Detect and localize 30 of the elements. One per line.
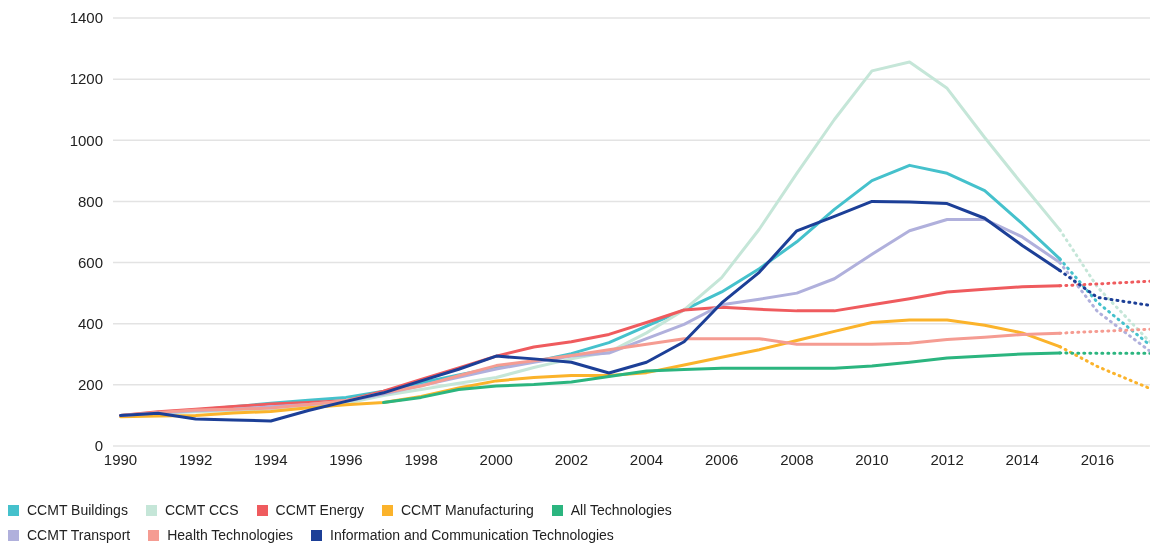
x-tick-label: 2008 [780, 450, 814, 468]
x-tick-label: 2004 [629, 450, 664, 468]
y-tick-label: 1400 [69, 9, 103, 27]
y-tick-label: 800 [77, 192, 103, 210]
legend-label: Information and Communication Technologies [330, 527, 614, 543]
x-tick-label: 2010 [855, 450, 889, 468]
y-tick-label: 1200 [69, 70, 103, 88]
x-tick-label: 1990 [103, 450, 138, 468]
x-tick-label: 1998 [404, 450, 438, 468]
x-tick-label: 2002 [554, 450, 589, 468]
legend-label: CCMT Buildings [27, 502, 128, 518]
x-tick-label: 2012 [930, 450, 964, 468]
x-tick-label: 2006 [704, 450, 739, 468]
legend-label: Health Technologies [167, 527, 294, 543]
legend-label: CCMT Transport [27, 527, 131, 543]
legend-label: All Technologies [570, 502, 672, 518]
x-tick-label: 2014 [1005, 450, 1039, 468]
y-tick-label: 1000 [69, 131, 103, 149]
y-tick-label: 600 [77, 253, 103, 271]
x-tick-label: 2016 [1080, 450, 1115, 468]
x-tick-label: 1994 [254, 450, 288, 468]
y-tick-label: 200 [77, 376, 103, 394]
legend-label: CCMT Manufacturing [400, 502, 534, 518]
y-tick-label: 0 [94, 437, 103, 455]
x-tick-label: 1992 [178, 450, 213, 468]
legend-label: CCMT CCS [164, 502, 239, 518]
y-tick-label: 400 [77, 315, 103, 333]
x-tick-label: 2000 [479, 450, 513, 468]
x-tick-label: 1996 [329, 450, 363, 468]
legend-label: CCMT Energy [275, 502, 364, 518]
